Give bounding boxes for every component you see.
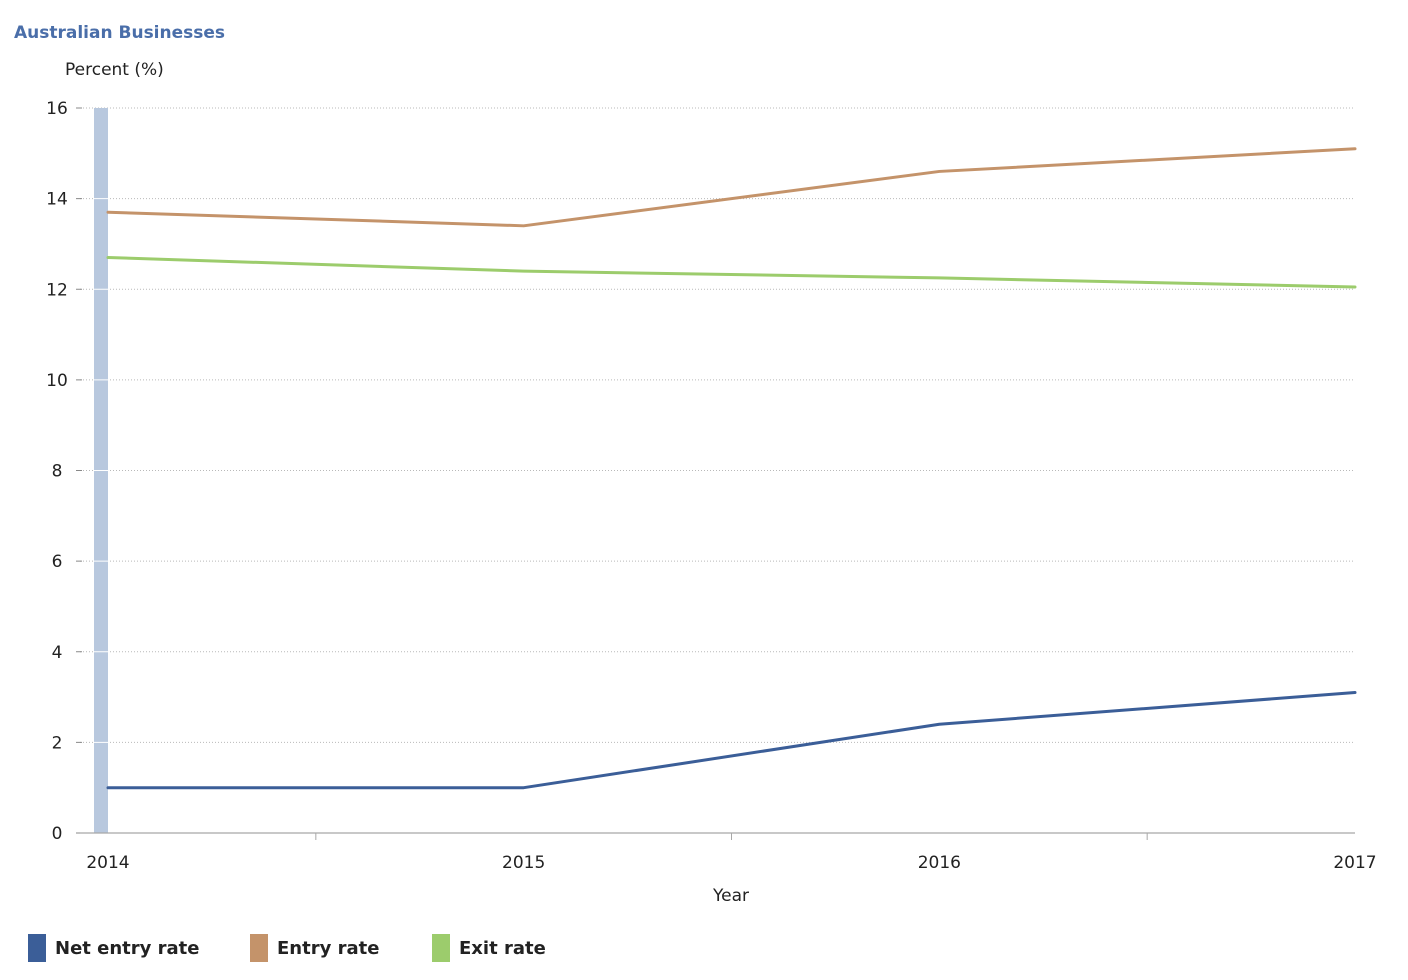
highlight-band — [94, 108, 108, 833]
legend-label: Entry rate — [277, 938, 379, 959]
x-tick-label: 2014 — [86, 853, 129, 873]
legend-swatch — [28, 934, 46, 962]
y-tick-label: 12 — [46, 280, 68, 300]
y-tick-label: 6 — [52, 552, 63, 572]
y-tick-label: 16 — [46, 99, 68, 119]
series-line-entry-rate — [106, 147, 1357, 228]
legend-label: Net entry rate — [55, 938, 199, 959]
chart-title: Australian Businesses — [14, 23, 225, 43]
grid-lines — [80, 107, 1355, 743]
x-tick-label: 2015 — [502, 853, 545, 873]
y-tick-label: 0 — [52, 824, 63, 844]
legend: Net entry rate Entry rate Exit rate — [28, 934, 546, 962]
y-axis-title: Percent (%) — [65, 60, 164, 80]
series-line-exit-rate — [106, 256, 1357, 289]
axes: 0 2 4 6 8 10 12 14 16 2014 2015 2016 2017 — [46, 99, 1376, 873]
legend-swatch — [432, 934, 450, 962]
legend-swatch — [250, 934, 268, 962]
chart-text: Australian Businesses Percent (%) Year — [14, 23, 749, 906]
y-tick-label: 4 — [52, 643, 63, 663]
series-lines — [106, 147, 1357, 790]
y-tick-label: 2 — [52, 733, 63, 753]
series-line-net-entry-rate — [106, 691, 1357, 790]
y-tick-label: 10 — [46, 371, 68, 391]
y-tick-label: 8 — [52, 462, 63, 482]
x-tick-label: 2017 — [1333, 853, 1376, 873]
y-tick-label: 14 — [46, 190, 68, 210]
legend-label: Exit rate — [459, 938, 546, 959]
x-axis-title: Year — [712, 886, 749, 906]
x-tick-label: 2016 — [918, 853, 961, 873]
